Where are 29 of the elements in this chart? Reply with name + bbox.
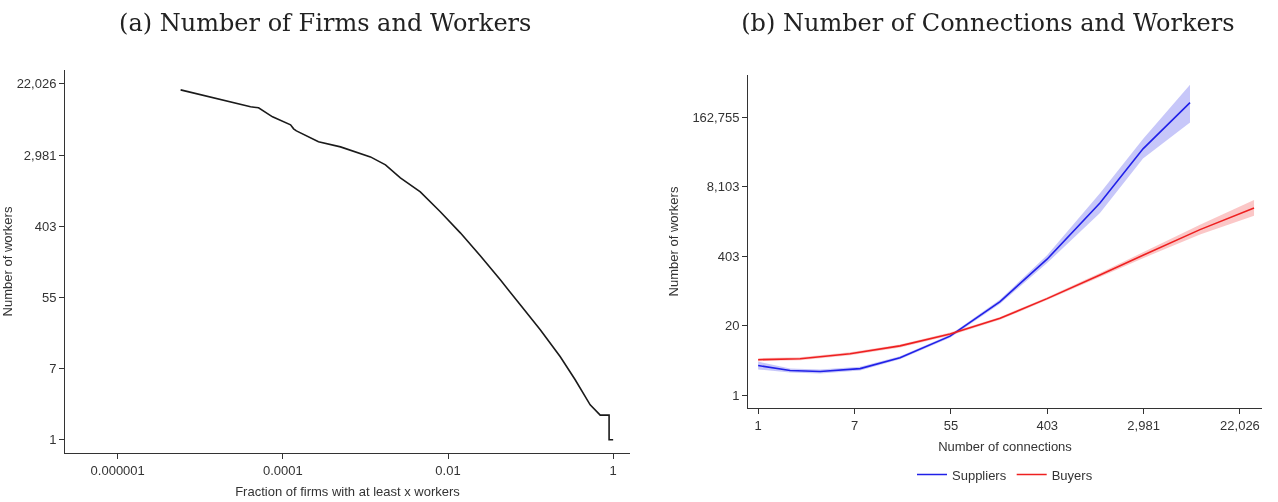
y-tick-label: 22,026 [16, 76, 57, 92]
x-tick-label: 2,981 [1127, 417, 1160, 433]
y-tick-label: 1 [732, 387, 740, 403]
x-tick-label: 1 [609, 462, 617, 478]
y-tick-label: 7 [49, 361, 57, 377]
x-axis-title: Fraction of firms with at least x workers [235, 484, 461, 500]
y-tick-label: 162,755 [692, 109, 740, 125]
x-axis-title: Number of connections [938, 439, 1073, 455]
chart-title: (b) Number of Connections and Workers [741, 8, 1235, 37]
legend-label: Buyers [1051, 467, 1093, 483]
y-tick-label: 2,981 [23, 147, 57, 163]
x-tick-label: 0.0001 [262, 462, 303, 478]
y-axis-title: Number of workers [666, 186, 682, 297]
y-tick-label: 403 [34, 218, 57, 234]
y-axis-title: Number of workers [0, 206, 15, 317]
chart-title: (a) Number of Firms and Workers [119, 8, 532, 37]
y-tick-label: 8,103 [706, 179, 740, 195]
x-tick-label: 0.01 [435, 462, 461, 478]
x-tick-label: 0.000001 [90, 462, 145, 478]
x-tick-label: 22,026 [1220, 417, 1260, 433]
y-tick-label: 1 [49, 432, 57, 448]
y-tick-label: 55 [41, 289, 57, 305]
x-tick-label: 7 [850, 417, 859, 433]
x-tick-label: 55 [943, 417, 959, 433]
y-tick-label: 403 [717, 248, 740, 264]
y-tick-label: 20 [724, 318, 740, 334]
x-tick-label: 403 [1036, 417, 1059, 433]
legend-label: Suppliers [952, 467, 1007, 483]
x-tick-label: 1 [754, 417, 762, 433]
